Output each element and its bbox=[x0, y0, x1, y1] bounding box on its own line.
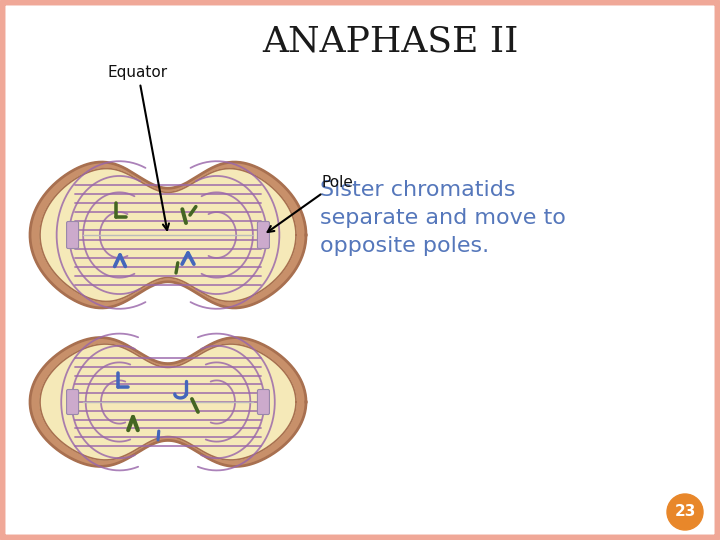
Text: Sister chromatids
separate and move to
opposite poles.: Sister chromatids separate and move to o… bbox=[320, 180, 566, 256]
FancyBboxPatch shape bbox=[66, 221, 78, 248]
FancyBboxPatch shape bbox=[258, 221, 269, 248]
Text: 23: 23 bbox=[675, 504, 696, 519]
Text: Equator: Equator bbox=[108, 65, 169, 230]
Text: ANAPHASE II: ANAPHASE II bbox=[262, 25, 518, 59]
Text: Pole: Pole bbox=[268, 175, 354, 232]
Polygon shape bbox=[40, 168, 296, 301]
Polygon shape bbox=[40, 344, 296, 460]
FancyBboxPatch shape bbox=[66, 389, 78, 415]
FancyBboxPatch shape bbox=[258, 389, 269, 415]
Circle shape bbox=[667, 494, 703, 530]
Polygon shape bbox=[30, 162, 306, 308]
Polygon shape bbox=[30, 338, 306, 467]
